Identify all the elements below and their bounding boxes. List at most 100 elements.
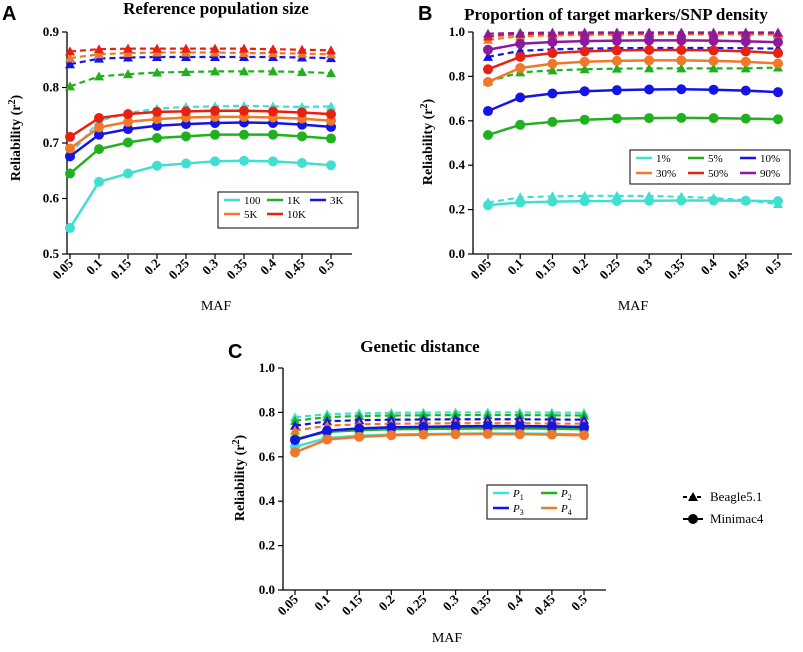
panel-a-minimac-point-100 (326, 160, 336, 171)
panel-b-minimac-point-5 (483, 130, 493, 141)
panel-a-xtick-label: 0.3 (199, 255, 221, 277)
panel-a-minimac-point-10k (239, 105, 249, 116)
panel-b-minimac-point-5 (708, 113, 719, 124)
panel-b-minimac-point-30 (515, 62, 526, 73)
panel-c-xtick-label: 0.35 (467, 591, 494, 618)
panel-a-minimac-point-5k (123, 116, 133, 127)
panel-a-minimac-point-10k (94, 113, 104, 124)
panel-c-xtick-label: 0.2 (375, 592, 397, 614)
panel-b-minimac-point-50 (773, 48, 783, 59)
panel-a-minimac-point-1k (65, 168, 75, 179)
panel-c-legend-label: P2 (560, 488, 572, 502)
panel-b-minimac-point-30 (611, 55, 622, 66)
panel-a-minimac-line-3k (69, 121, 332, 158)
panel-b-minimac-point-50 (644, 44, 655, 55)
panel-b-minimac-point-90 (676, 35, 687, 46)
panel-b-legend-label: 90% (760, 168, 780, 180)
panel-a-letter: A (2, 3, 16, 25)
panel-a-minimac-point-1k (94, 144, 104, 155)
panel-a-beagle-point-5k (94, 49, 104, 59)
panel-b-minimac-line-30 (487, 59, 779, 84)
panel-b-minimac-point-50 (515, 51, 526, 62)
panel-a-beagle-point-1k (65, 81, 75, 91)
beagle-legend-label: Beagle5.1 (710, 489, 762, 504)
panel-b-beagle-point-5 (611, 63, 622, 73)
panel-a-legend-label: 5K (244, 209, 258, 221)
panel-b-minimac-line-1 (487, 199, 779, 207)
panel-c-beagle-line-p4 (294, 422, 585, 432)
panel-a-legend-label: 3K (330, 195, 344, 207)
panel-b-beagle-point-5 (708, 63, 719, 73)
panel-a-xtick-label: 0.5 (315, 255, 337, 277)
panel-b: B Proportion of target markers/SNP densi… (418, 3, 792, 314)
panel-b-minimac-line-10 (487, 88, 779, 113)
panel-a-minimac-line-1k (69, 133, 332, 175)
panel-b-minimac-point-5 (515, 119, 526, 130)
method-legend: Beagle5.1 Minimac4 (683, 489, 764, 526)
panel-a-beagle-point-10k (326, 45, 336, 55)
panel-a-ytick-label: 0.8 (43, 80, 60, 95)
panel-b-minimac-point-90 (579, 36, 590, 47)
panel-a-minimac-point-100 (152, 160, 162, 171)
panel-b-beagle-point-90 (547, 27, 558, 37)
panel-a-minimac-point-5k (152, 114, 162, 125)
panel-c-beagle-point-p3 (290, 420, 300, 430)
panel-a-minimac-point-1k (210, 129, 220, 140)
panel-c: C Genetic distance Reliability (r2) MAF … (228, 337, 606, 646)
panel-c-xtick-label: 0.15 (339, 591, 366, 618)
panel-a-beagle-point-10k (152, 43, 162, 53)
panel-b-beagle-line-1 (487, 194, 779, 206)
panel-a-minimac-point-3k (94, 129, 104, 140)
panel-b-minimac-point-10 (740, 85, 751, 96)
panel-c-minimac-point-p4 (450, 429, 461, 440)
circle-marker-icon (688, 514, 698, 524)
panel-b-ytick-label: 0.2 (449, 202, 465, 217)
panel-c-letter: C (228, 341, 242, 363)
panel-a-beagle-line-100 (69, 104, 332, 156)
panel-b-legend-label: 5% (708, 153, 723, 165)
panel-a-beagle-point-1k (239, 66, 249, 76)
panel-b-minimac-point-30 (676, 55, 687, 66)
panel-a-beagle-point-1k (326, 68, 336, 78)
panel-c-minimac-point-p4 (386, 430, 397, 441)
panel-b-xtick-label: 0.35 (661, 255, 688, 282)
panel-b-minimac-point-30 (483, 76, 493, 87)
panel-a-legend-label: 1K (287, 195, 301, 207)
panel-a-beagle-line-10k (69, 47, 332, 53)
panel-c-xtick-label: 0.1 (311, 592, 333, 614)
panel-a-minimac-point-10k (123, 109, 133, 120)
panel-b-minimac-line-90 (487, 39, 779, 51)
panel-a-beagle-point-1k (94, 71, 104, 81)
panel-a-beagle-point-10k (239, 43, 249, 53)
panel-b-beagle-point-5 (676, 63, 687, 73)
panel-a-beagle-point-10k (297, 44, 307, 54)
panel-b-beagle-point-90 (515, 27, 526, 37)
panel-c-beagle-line-p2 (294, 413, 585, 422)
panel-c-xtick-label: 0.45 (531, 591, 558, 618)
panel-b-beagle-point-90 (611, 27, 622, 37)
panel-b-beagle-line-90 (487, 31, 778, 35)
panel-b-xlabel: MAF (618, 299, 649, 314)
panel-a-minimac-point-10k (210, 105, 220, 116)
panel-b-beagle-point-5 (547, 65, 558, 75)
panel-b-ytick-label: 0.4 (449, 157, 466, 172)
panel-c-minimac-point-p3 (418, 421, 429, 432)
panel-a-beagle-point-10k (268, 44, 278, 54)
panel-a-xtick-label: 0.2 (141, 256, 163, 278)
panel-a-xtick-label: 0.25 (165, 255, 192, 282)
panel-a-minimac-point-3k (65, 151, 75, 162)
panel-b-minimac-point-30 (773, 58, 783, 69)
panel-b-legend-label: 1% (656, 153, 671, 165)
panel-b-minimac-point-90 (547, 36, 558, 47)
panel-a-minimac-point-1k (326, 133, 336, 144)
panel-b-minimac-point-1 (515, 197, 526, 208)
panel-a-minimac-point-5k (65, 143, 75, 154)
panel-b-beagle-point-5 (740, 63, 751, 73)
panel-c-ylabel: Reliability (r2) (231, 435, 248, 522)
panel-a-minimac-point-100 (239, 155, 249, 166)
panel-a-minimac-point-10k (326, 109, 336, 120)
panel-a-beagle-point-1k (181, 66, 191, 76)
triangle-marker-icon (688, 492, 698, 501)
panel-c-minimac-point-p4 (514, 429, 525, 440)
panel-b-minimac-point-5 (579, 114, 590, 125)
